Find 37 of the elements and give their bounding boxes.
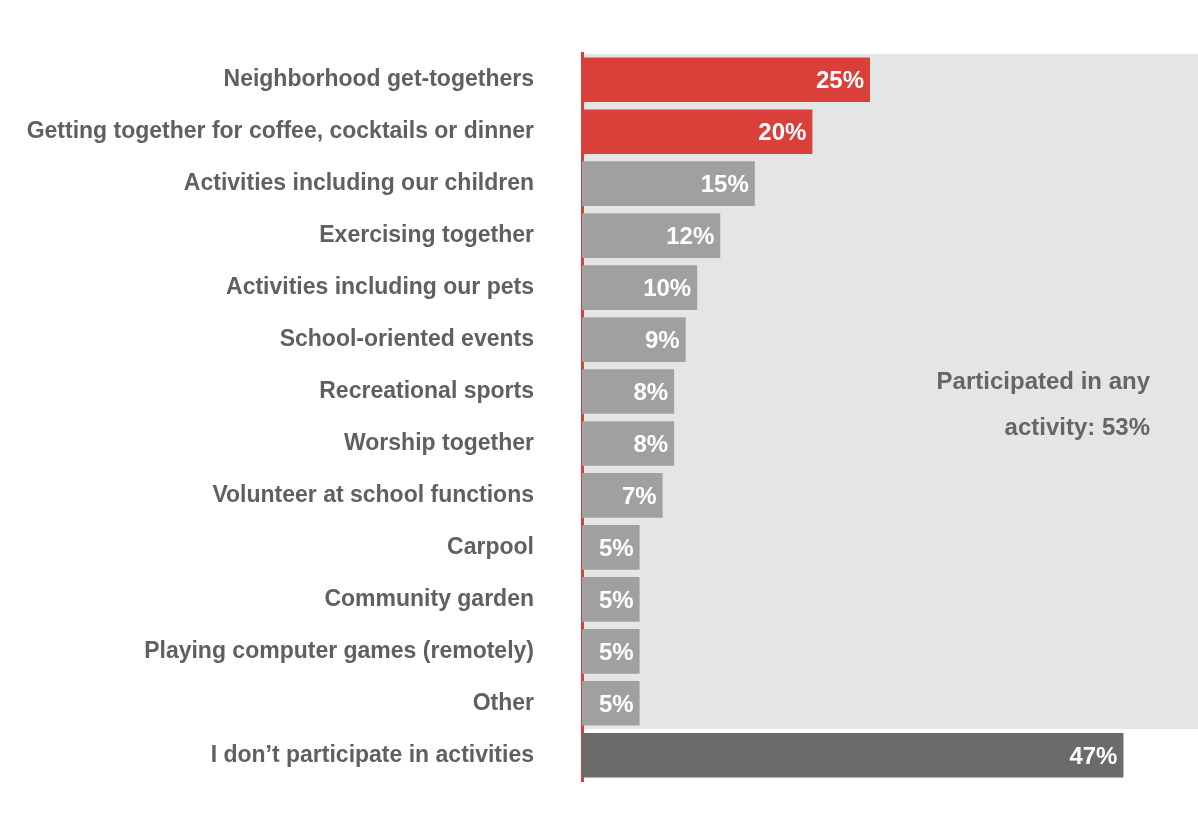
bar xyxy=(582,732,1124,778)
y-tick-label: I don’t participate in activities xyxy=(210,740,534,767)
data-label: 7% xyxy=(621,482,657,510)
bar xyxy=(582,421,675,466)
bar xyxy=(582,265,698,310)
annotation: Participated in any activity: 53% xyxy=(936,367,1151,441)
y-tick-label: Activities including our pets xyxy=(226,272,534,299)
y-tick-label: Getting together for coffee, cocktails or dinner xyxy=(26,117,535,144)
data-label: 47% xyxy=(1069,741,1118,769)
y-tick-label: School-oriented events xyxy=(279,324,534,351)
data-label: 5% xyxy=(598,534,634,562)
y-tick-label: Volunteer at school functions xyxy=(212,480,534,507)
data-label: 5% xyxy=(598,637,634,665)
bar xyxy=(582,213,721,258)
data-label: 8% xyxy=(633,430,669,458)
bar xyxy=(582,369,675,414)
data-label: 20% xyxy=(758,118,807,146)
y-tick-label: Activities including our children xyxy=(183,169,534,196)
bar xyxy=(582,161,755,207)
bar xyxy=(582,317,686,362)
y-tick-label: Carpool xyxy=(447,532,534,559)
data-label: 25% xyxy=(815,66,864,94)
data-label: 5% xyxy=(598,585,634,613)
y-tick-label: Community garden xyxy=(324,584,534,611)
y-tick-label: Playing computer games (remotely) xyxy=(144,636,534,663)
y-tick-label: Exercising together xyxy=(319,220,535,247)
data-label: 12% xyxy=(666,222,715,250)
y-tick-label: Recreational sports xyxy=(319,376,534,403)
bar xyxy=(582,473,663,518)
data-label: 8% xyxy=(633,378,669,406)
y-tick-label: Other xyxy=(472,688,535,715)
data-label: 9% xyxy=(644,326,680,354)
data-label: 5% xyxy=(598,689,634,717)
data-label: 15% xyxy=(700,170,749,198)
data-label: 10% xyxy=(643,274,692,302)
y-tick-label: Neighborhood get-togethers xyxy=(223,65,534,92)
y-tick-label: Worship together xyxy=(344,428,535,455)
